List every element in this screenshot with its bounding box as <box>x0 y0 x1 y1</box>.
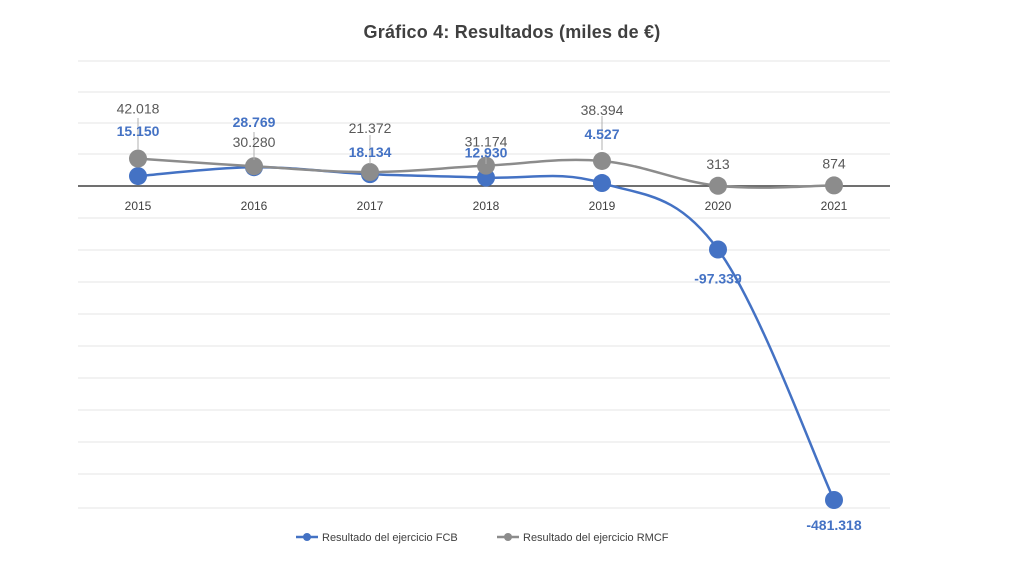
x-tick-label: 2019 <box>589 199 616 213</box>
data-label-rmcf: 874 <box>822 155 846 171</box>
data-label-rmcf: 38.394 <box>581 102 624 118</box>
x-tick-label: 2020 <box>705 199 732 213</box>
legend-item-rmcf-label: Resultado del ejercicio RMCF <box>523 532 669 544</box>
chart-title: Gráfico 4: Resultados (miles de €) <box>363 22 661 42</box>
data-label-rmcf: 31.174 <box>465 134 508 150</box>
data-label-rmcf: 30.280 <box>233 134 276 150</box>
data-label-rmcf: 21.372 <box>349 120 392 136</box>
series-fcb-line <box>137 165 836 501</box>
data-label-fcb: 12.930 <box>465 145 508 161</box>
data-label-fcb: 18.134 <box>349 144 392 160</box>
series-rmcf-point <box>593 151 611 170</box>
x-tick-label: 2018 <box>473 199 500 213</box>
x-tick-label: 2016 <box>241 199 268 213</box>
data-label-rmcf: 42.018 <box>117 101 160 117</box>
series-rmcf-point <box>477 156 495 175</box>
series-rmcf-point <box>129 149 147 168</box>
series-rmcf-point <box>825 176 843 195</box>
series-rmcf-point <box>361 163 379 182</box>
series-rmcf-point <box>709 176 727 195</box>
data-label-fcb: -481.318 <box>806 517 861 533</box>
series-fcb-point <box>593 174 611 193</box>
data-label-rmcf: 313 <box>706 156 730 172</box>
data-label-fcb: -97.339 <box>694 271 742 287</box>
x-tick-label: 2017 <box>357 199 384 213</box>
x-tick-label: 2015 <box>125 199 152 213</box>
data-label-fcb: 15.150 <box>117 123 160 139</box>
series-fcb-point <box>709 240 727 259</box>
legend-item-fcb-marker <box>303 533 311 541</box>
x-tick-label: 2021 <box>821 199 848 213</box>
legend-item-fcb-label: Resultado del ejercicio FCB <box>322 532 458 544</box>
data-label-fcb: 4.527 <box>584 126 619 142</box>
legend-item-rmcf-marker <box>504 533 512 541</box>
series-fcb-point <box>825 491 843 509</box>
data-label-fcb: 28.769 <box>233 114 276 130</box>
series-fcb-point <box>129 167 147 186</box>
series-rmcf-point <box>245 157 263 176</box>
